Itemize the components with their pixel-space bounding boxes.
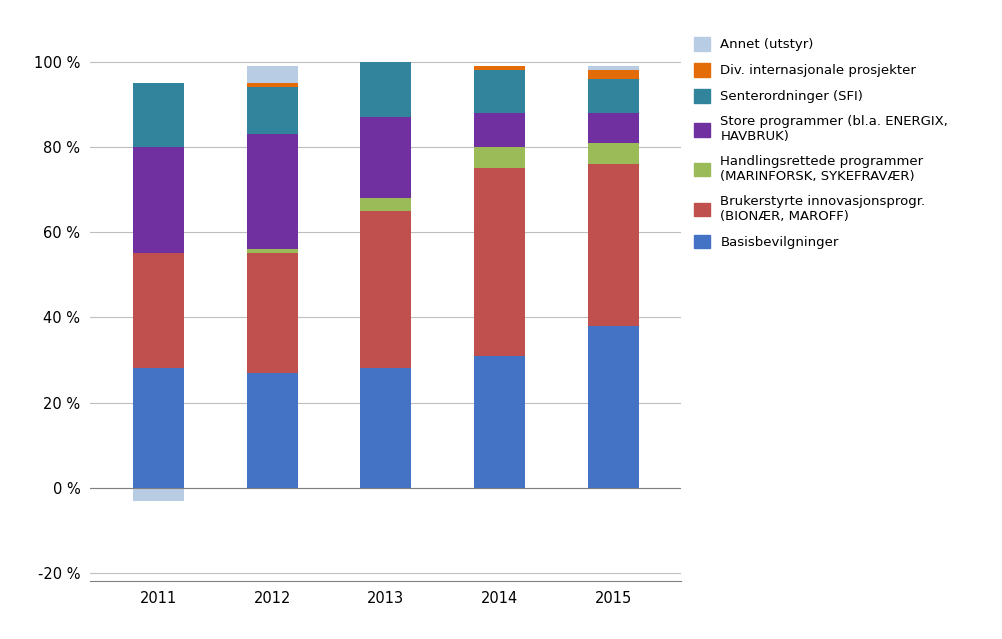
Bar (360, 211, 412, 369)
Bar (133, 83, 184, 147)
Bar (587, 113, 638, 142)
Bar (474, 356, 525, 488)
Bar (587, 164, 638, 326)
Bar (360, 117, 412, 198)
Bar (474, 70, 525, 113)
Bar (474, 113, 525, 147)
Bar (246, 249, 298, 254)
Bar (133, 254, 184, 369)
Bar (246, 254, 298, 373)
Bar (360, 198, 412, 211)
Bar (246, 88, 298, 134)
Bar (133, 147, 184, 254)
Bar (360, 62, 412, 117)
Bar (474, 147, 525, 168)
Legend: Annet (utstyr), Div. internasjonale prosjekter, Senterordninger (SFI), Store pro: Annet (utstyr), Div. internasjonale pros… (693, 37, 948, 249)
Bar (246, 134, 298, 249)
Bar (133, 488, 184, 500)
Bar (587, 70, 638, 79)
Bar (360, 369, 412, 488)
Bar (587, 79, 638, 113)
Bar (474, 66, 525, 70)
Bar (246, 66, 298, 83)
Bar (587, 66, 638, 70)
Bar (133, 369, 184, 488)
Bar (587, 142, 638, 164)
Bar (474, 168, 525, 356)
Bar (587, 326, 638, 488)
Bar (246, 83, 298, 88)
Bar (246, 373, 298, 488)
